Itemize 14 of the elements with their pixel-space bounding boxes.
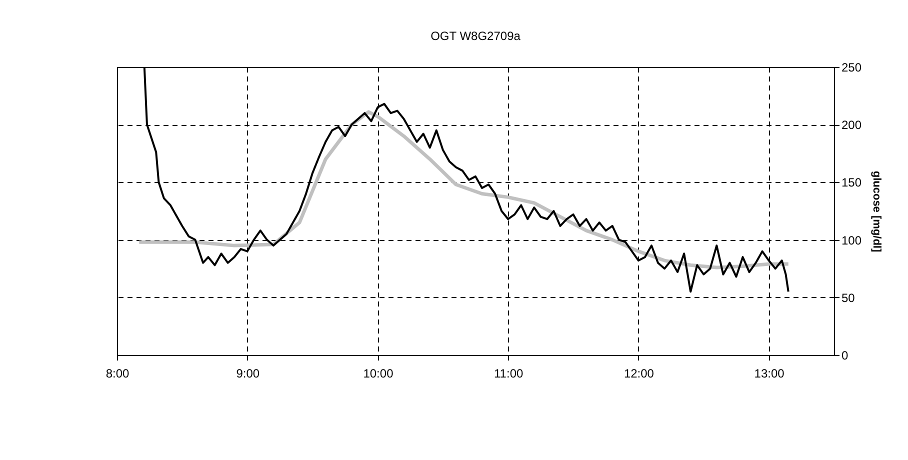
y-tick-label: 250 xyxy=(842,60,862,74)
x-tick-label: 8:00 xyxy=(106,366,130,380)
y-tick-label: 150 xyxy=(842,176,862,190)
y-tick-label: 100 xyxy=(842,233,862,248)
y-tick-label: 0 xyxy=(842,348,848,362)
x-tick-label: 11:00 xyxy=(494,366,524,380)
x-tick-label: 13:00 xyxy=(754,366,785,380)
chart-title: OGT W8G2709a xyxy=(430,29,521,43)
y-tick-label: 200 xyxy=(842,118,862,132)
y-axis-title: glucose [mg/dl] xyxy=(870,170,883,252)
x-tick-label: 10:00 xyxy=(363,366,394,380)
x-tick-label: 12:00 xyxy=(624,366,654,380)
y-tick-label: 50 xyxy=(842,290,856,305)
x-tick-label: 9:00 xyxy=(236,366,260,380)
